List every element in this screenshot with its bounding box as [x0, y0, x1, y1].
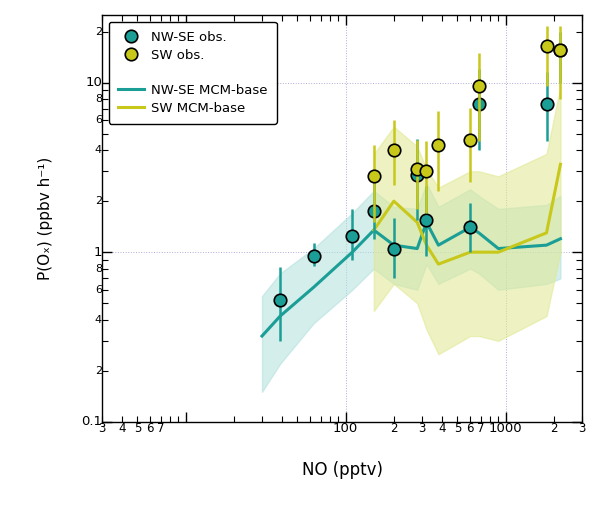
Text: 7: 7: [157, 422, 164, 435]
X-axis label: NO (pptv): NO (pptv): [302, 461, 383, 479]
Text: 5: 5: [134, 422, 141, 435]
Text: 4: 4: [438, 422, 446, 435]
Text: 6: 6: [146, 422, 154, 435]
Text: 1000: 1000: [489, 422, 523, 435]
Text: 4: 4: [95, 314, 102, 325]
Text: 4: 4: [95, 145, 102, 155]
Text: 2: 2: [390, 422, 398, 435]
Text: 2: 2: [95, 196, 102, 206]
Text: 1: 1: [94, 246, 102, 259]
Text: 8: 8: [95, 94, 102, 104]
Legend: NW-SE obs., SW obs., , NW-SE MCM-base, SW MCM-base: NW-SE obs., SW obs., , NW-SE MCM-base, S…: [109, 22, 277, 124]
Text: 0.1: 0.1: [81, 415, 102, 428]
Text: 3: 3: [578, 422, 586, 435]
Text: 10: 10: [85, 76, 102, 89]
Text: 2: 2: [95, 366, 102, 375]
Text: 2: 2: [550, 422, 557, 435]
Text: 6: 6: [95, 115, 102, 125]
Text: 6: 6: [95, 285, 102, 295]
Y-axis label: P(Oₓ) (ppbv h⁻¹): P(Oₓ) (ppbv h⁻¹): [38, 157, 53, 280]
Text: 3: 3: [418, 422, 425, 435]
Text: 4: 4: [118, 422, 126, 435]
Text: 8: 8: [95, 264, 102, 274]
Text: 100: 100: [333, 422, 358, 435]
Text: 7: 7: [477, 422, 485, 435]
Text: 5: 5: [454, 422, 461, 435]
Text: 6: 6: [466, 422, 474, 435]
Text: 3: 3: [98, 422, 106, 435]
Text: 2: 2: [95, 26, 102, 37]
